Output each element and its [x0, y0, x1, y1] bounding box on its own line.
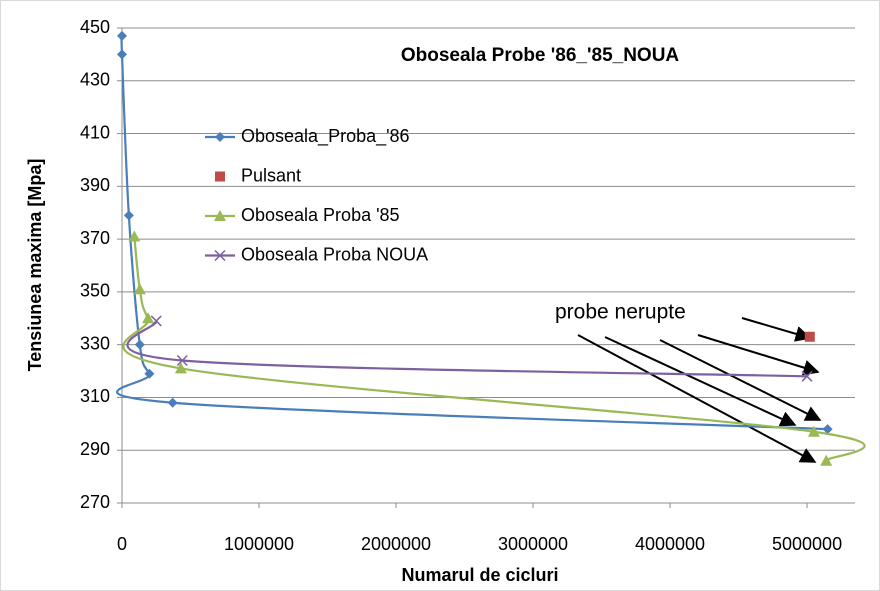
y-tick-label: 330 — [80, 333, 110, 353]
y-axis-label: Tensiunea maxima [Mpa] — [25, 159, 45, 372]
legend-marker — [214, 249, 226, 262]
point — [128, 230, 141, 242]
x-tick-label: 5000000 — [772, 534, 842, 554]
legend-label: Oboseala_Proba_'86 — [241, 126, 410, 147]
x-tick-label: 2000000 — [361, 534, 431, 554]
point — [176, 354, 188, 367]
legend-marker — [214, 210, 226, 221]
y-tick-label: 370 — [80, 228, 110, 248]
y-tick-label: 410 — [80, 122, 110, 142]
series-line — [126, 319, 808, 378]
point — [117, 49, 127, 60]
point — [144, 368, 155, 379]
point — [134, 339, 145, 350]
legend-marker — [215, 132, 225, 142]
point — [150, 315, 162, 327]
point — [807, 425, 820, 437]
x-tick-label: 4000000 — [635, 534, 705, 554]
x-tick-label: 3000000 — [498, 534, 568, 554]
x-tick-label: 1000000 — [224, 534, 294, 554]
arrow — [577, 334, 817, 463]
grid — [122, 27, 855, 504]
y-tick-label: 350 — [80, 281, 110, 301]
legend-label: Pulsant — [241, 165, 301, 185]
x-tick-label: 0 — [117, 534, 127, 554]
point — [174, 362, 187, 374]
y-tick-label: 310 — [80, 386, 110, 406]
series-line — [122, 236, 866, 462]
y-tick-label: 390 — [80, 175, 110, 195]
annotation: probe nerupte — [555, 301, 686, 324]
annotation-arrows — [577, 317, 822, 463]
point — [804, 331, 815, 342]
point — [167, 397, 178, 408]
legend-marker — [215, 171, 225, 182]
point — [123, 210, 134, 221]
chart-title: Oboseala Probe '86_'85_NOUA — [401, 45, 680, 66]
point — [801, 370, 813, 382]
x-axis-label: Numarul de cicluri — [401, 565, 558, 585]
point — [820, 454, 833, 466]
y-tick-label: 450 — [80, 17, 110, 37]
arrow — [659, 339, 822, 421]
legend-label: Oboseala Proba '85 — [241, 205, 400, 225]
legend-label: Oboseala Proba NOUA — [241, 244, 428, 264]
point — [822, 424, 833, 435]
point — [117, 30, 127, 41]
point — [142, 312, 155, 324]
point — [133, 283, 146, 295]
y-tick-label: 430 — [80, 70, 110, 90]
y-tick-label: 270 — [80, 492, 110, 512]
arrow — [741, 317, 812, 342]
arrow — [697, 334, 820, 376]
y-tick-label: 290 — [80, 439, 110, 459]
arrow — [604, 336, 797, 427]
